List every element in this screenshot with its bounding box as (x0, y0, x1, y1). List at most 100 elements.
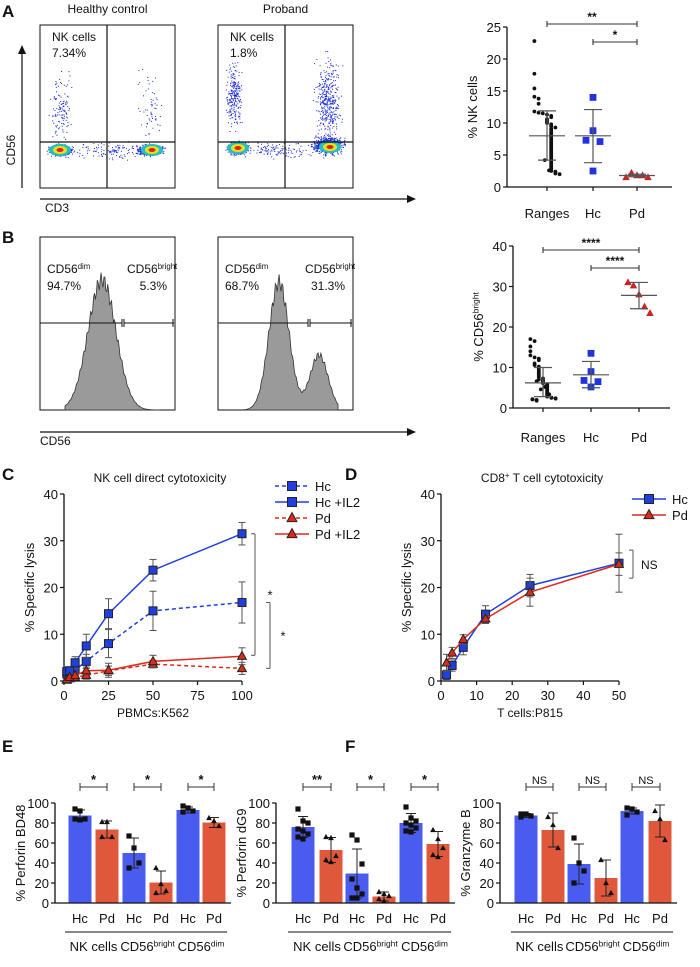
event-dot (229, 99, 231, 101)
event-dot (326, 100, 328, 102)
y-tick-label: 20 (421, 581, 435, 596)
significance-label: * (280, 628, 285, 643)
x-tick-label: Pd (631, 430, 647, 445)
event-dot (324, 99, 326, 101)
event-dot (318, 150, 320, 152)
data-point (81, 664, 92, 675)
event-dot (329, 107, 331, 109)
event-dot (271, 150, 273, 152)
event-dot (331, 118, 333, 120)
event-dot (320, 111, 322, 113)
event-dot (53, 122, 55, 124)
event-dot (57, 94, 59, 96)
event-dot (321, 102, 323, 104)
event-dot (290, 149, 292, 151)
event-dot (317, 136, 319, 138)
event-dot (261, 148, 263, 150)
data-point (354, 885, 360, 891)
event-dot (322, 101, 324, 103)
event-dot (233, 85, 235, 87)
event-dot (329, 140, 331, 142)
event-dot (337, 65, 339, 67)
event-dot (341, 151, 343, 153)
event-dot (141, 124, 143, 126)
event-dot (61, 110, 63, 112)
event-dot (227, 76, 229, 78)
y-tick-label: 40 (493, 239, 507, 254)
event-dot (163, 152, 165, 154)
data-point (608, 889, 614, 896)
event-dot (230, 67, 232, 69)
event-dot (274, 150, 276, 152)
event-dot (280, 149, 282, 151)
event-dot (318, 147, 320, 149)
event-dot (105, 154, 107, 156)
event-dot (316, 149, 318, 151)
event-dot (151, 105, 153, 107)
event-dot (320, 83, 322, 85)
event-dot (326, 78, 328, 80)
event-dot (139, 82, 141, 84)
event-dot (250, 147, 252, 149)
event-dot (317, 133, 319, 135)
event-dot (65, 156, 67, 158)
event-dot (331, 85, 333, 87)
x-tick-label: 0 (437, 688, 444, 703)
event-dot (344, 145, 346, 147)
event-dot (238, 90, 240, 92)
event-dot (63, 100, 65, 102)
x-tick-label: Pd (99, 911, 115, 926)
event-dot (156, 99, 158, 101)
event-dot (266, 149, 268, 151)
event-dot (335, 87, 337, 89)
group-label: NK cells (70, 939, 118, 954)
event-dot (87, 148, 89, 150)
event-dot (300, 145, 302, 147)
event-dot (295, 151, 297, 153)
event-dot (238, 115, 240, 117)
event-dot (325, 138, 327, 140)
event-dot (327, 108, 329, 110)
event-dot (342, 142, 344, 144)
data-point (580, 377, 588, 384)
data-point (70, 658, 80, 668)
event-dot (61, 82, 63, 84)
event-dot (112, 159, 114, 161)
event-dot (288, 149, 290, 151)
event-dot (328, 99, 330, 101)
event-dot (333, 101, 335, 103)
event-dot (234, 115, 236, 117)
event-dot (240, 101, 242, 103)
event-dot (333, 155, 335, 157)
event-dot (313, 63, 315, 65)
event-dot (282, 148, 284, 150)
event-dot (230, 104, 232, 106)
event-dot (231, 101, 233, 103)
event-dot (326, 118, 328, 120)
data-point (430, 826, 436, 833)
data-point (81, 641, 91, 651)
event-dot (139, 110, 141, 112)
event-dot (238, 88, 240, 90)
event-dot (331, 82, 333, 84)
event-dot (111, 157, 113, 159)
event-dot (111, 153, 113, 155)
series-line (66, 533, 243, 673)
significance-label: * (613, 28, 618, 42)
event-dot (260, 152, 262, 154)
data-point (657, 815, 663, 822)
event-dot (342, 144, 344, 146)
event-dot (110, 151, 112, 153)
event-dot (235, 101, 237, 103)
panel-letter-D: D (345, 465, 357, 484)
event-dot (98, 147, 100, 149)
event-dot (101, 155, 103, 157)
event-dot (328, 61, 330, 63)
event-dot (128, 152, 130, 154)
event-dot (235, 105, 237, 107)
event-dot (329, 116, 331, 118)
event-dot (332, 101, 334, 103)
event-dot (68, 153, 70, 155)
event-dot (343, 143, 345, 145)
event-dot (230, 115, 232, 117)
